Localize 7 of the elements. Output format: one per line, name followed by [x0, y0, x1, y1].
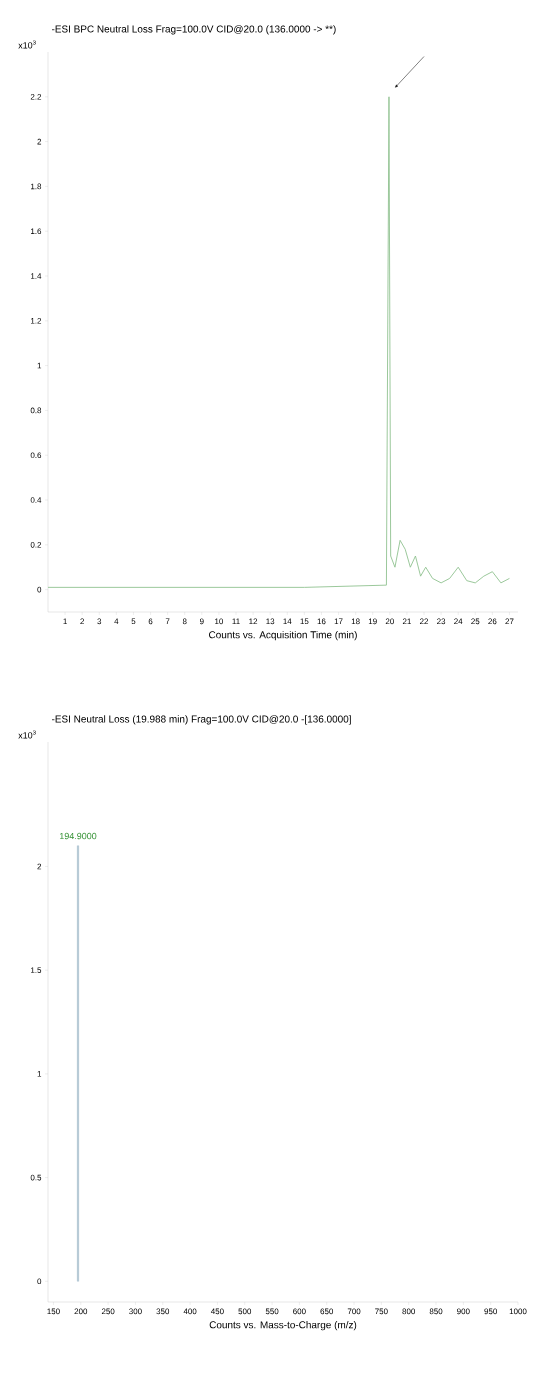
x-axis-title: Counts vs. Mass-to-Charge (m/z)	[209, 1321, 357, 1331]
y-axis-title: x10$^{3}$	[18, 730, 36, 739]
x-axis-title: Counts vs. Acquisition Time (min)	[209, 631, 357, 641]
annotation: 194.9000	[59, 832, 97, 840]
y-axis-title: x10$^{3}$	[18, 40, 36, 49]
chart-title: -ESI Neutral Loss (19.988 min) Frag=100.0V CID@20.0 -[136.0000]	[51, 715, 351, 725]
chart-title: -ESI BPC Neutral Loss Frag=100.0V CID@20.0 (136.0000 -> **)	[51, 25, 336, 35]
